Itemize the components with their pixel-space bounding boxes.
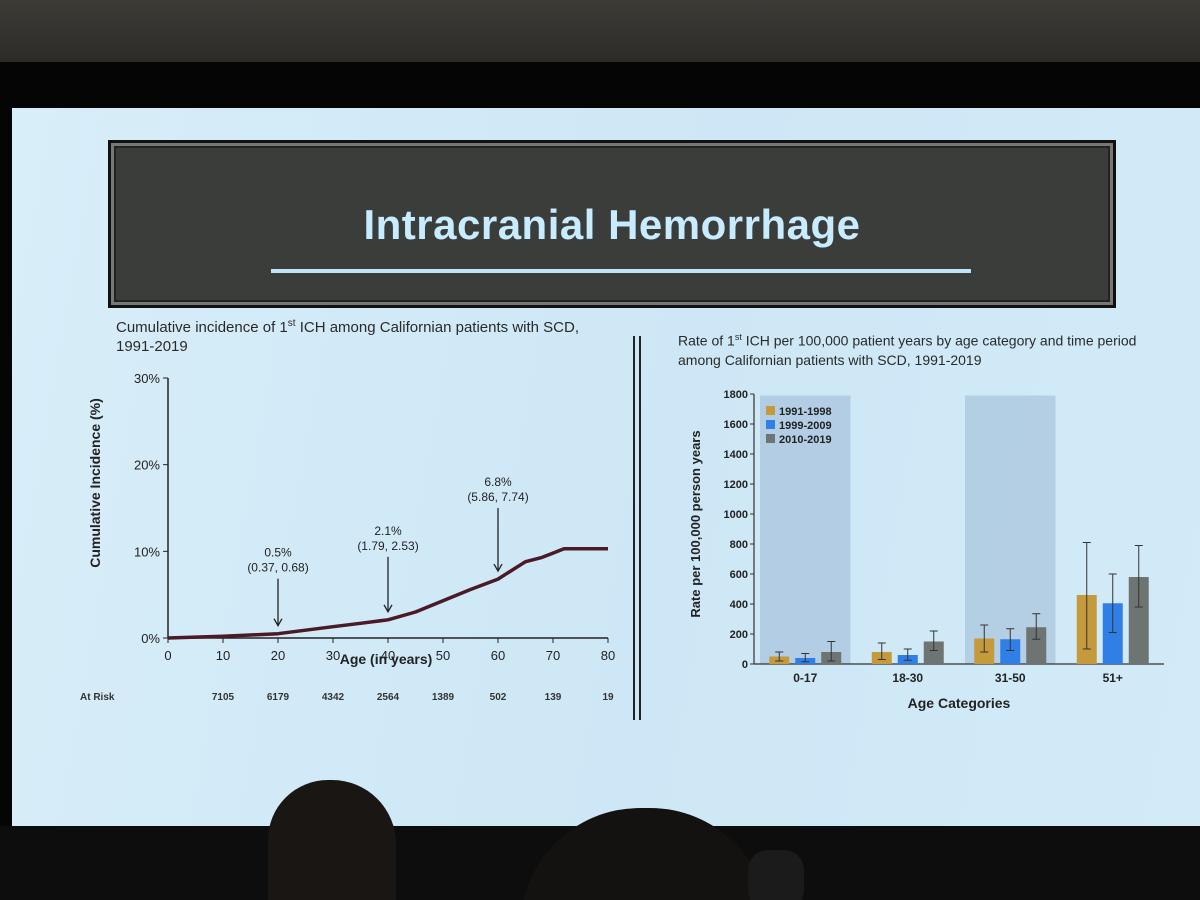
legend-swatch bbox=[766, 420, 775, 429]
presentation-slide: Intracranial Hemorrhage Cumulative incid… bbox=[12, 108, 1200, 826]
x-tick-label: 10 bbox=[216, 648, 230, 663]
bar bbox=[1000, 639, 1021, 664]
bar-category-label: 51+ bbox=[1103, 671, 1123, 685]
x-tick-label: 0 bbox=[164, 648, 171, 663]
x-tick-label: 40 bbox=[381, 648, 395, 663]
x-tick-label: 30 bbox=[326, 648, 340, 663]
at-risk-count: 1389 bbox=[432, 692, 455, 703]
bar-category-label: 31-50 bbox=[995, 671, 1026, 685]
at-risk-count: 139 bbox=[545, 692, 562, 703]
slide-title: Intracranial Hemorrhage bbox=[363, 201, 861, 248]
title-banner: Intracranial Hemorrhage bbox=[108, 140, 1116, 308]
annotation-arrowhead bbox=[273, 618, 283, 627]
left-caption-superscript: st bbox=[287, 318, 296, 329]
y-tick-label: 20% bbox=[134, 458, 160, 473]
right-caption-part-a: Rate of 1 bbox=[678, 332, 735, 349]
annotation-ci: (0.37, 0.68) bbox=[247, 561, 308, 575]
right-caption-part-b: ICH per 100,000 patient years by age cat… bbox=[678, 332, 1137, 368]
panel-divider bbox=[633, 336, 641, 720]
at-risk-count: 19 bbox=[602, 692, 614, 703]
bar bbox=[1026, 627, 1047, 664]
legend-swatch bbox=[766, 406, 775, 415]
bar bbox=[923, 641, 944, 664]
left-caption-part-b: ICH among Californian patients with SCD,… bbox=[116, 319, 580, 355]
bar-y-tick-label: 1000 bbox=[724, 509, 748, 521]
x-tick-label: 50 bbox=[436, 648, 450, 663]
annotation-value: 6.8% bbox=[484, 475, 512, 489]
audience-head bbox=[268, 780, 396, 900]
bar-y-tick-label: 1800 bbox=[724, 389, 748, 401]
at-risk-count: 4342 bbox=[322, 692, 345, 703]
y-tick-label: 30% bbox=[134, 371, 160, 386]
at-risk-count: 7105 bbox=[212, 692, 235, 703]
bar-category-label: 0-17 bbox=[793, 671, 817, 685]
left-chart-caption: Cumulative incidence of 1st ICH among Ca… bbox=[116, 314, 606, 356]
y-tick-label: 0% bbox=[141, 631, 160, 646]
x-tick-label: 60 bbox=[491, 648, 505, 663]
category-shade bbox=[965, 395, 1056, 664]
annotation-value: 2.1% bbox=[374, 524, 402, 538]
at-risk-count: 6179 bbox=[267, 692, 290, 703]
right-chart-caption: Rate of 1st ICH per 100,000 patient year… bbox=[678, 328, 1158, 370]
y-tick-label: 10% bbox=[134, 544, 160, 559]
annotation-value: 0.5% bbox=[264, 546, 292, 560]
x-axis-title: Age (in years) bbox=[340, 651, 433, 667]
legend-swatch bbox=[766, 434, 775, 443]
annotation-arrowhead bbox=[383, 604, 393, 614]
category-shade bbox=[760, 395, 851, 664]
camera-silhouette bbox=[748, 850, 804, 900]
at-risk-count: 502 bbox=[490, 692, 507, 703]
bar-y-tick-label: 200 bbox=[730, 629, 748, 641]
left-caption-part-a: Cumulative incidence of 1 bbox=[116, 319, 288, 336]
bar bbox=[1102, 603, 1123, 664]
at-risk-label: At Risk bbox=[80, 692, 115, 703]
bar-y-tick-label: 1200 bbox=[724, 479, 748, 491]
x-tick-label: 80 bbox=[601, 648, 615, 663]
ceiling-background bbox=[0, 0, 1200, 70]
bar-y-tick-label: 400 bbox=[730, 599, 748, 611]
y-axis-title: Cumulative Incidence (%) bbox=[87, 398, 103, 568]
annotation-ci: (5.86, 7.74) bbox=[467, 490, 528, 504]
bar-y-tick-label: 600 bbox=[730, 569, 748, 581]
bar-category-label: 18-30 bbox=[892, 671, 923, 685]
legend-label: 1999-2009 bbox=[779, 420, 832, 432]
right-caption-superscript: st bbox=[734, 332, 742, 342]
bar-y-tick-label: 1600 bbox=[724, 419, 748, 431]
incidence-curve bbox=[167, 546, 608, 640]
bar-y-tick-label: 1400 bbox=[724, 449, 748, 461]
bar-x-axis-title: Age Categories bbox=[908, 695, 1011, 711]
legend-label: 2010-2019 bbox=[779, 434, 832, 446]
bar-y-tick-label: 800 bbox=[730, 539, 748, 551]
x-tick-label: 20 bbox=[271, 648, 285, 663]
annotation-ci: (1.79, 2.53) bbox=[357, 539, 418, 553]
title-underline bbox=[271, 269, 971, 273]
bar bbox=[1128, 577, 1149, 664]
legend-label: 1991-1998 bbox=[779, 406, 832, 418]
at-risk-count: 2564 bbox=[377, 692, 400, 703]
ich-rate-bar-chart: Rate per 100,000 person years Age Catego… bbox=[688, 389, 1164, 711]
annotation-arrowhead bbox=[493, 563, 503, 573]
bar-y-axis-title: Rate per 100,000 person years bbox=[688, 430, 703, 617]
bar-y-tick-label: 0 bbox=[742, 659, 748, 671]
cumulative-incidence-chart: Cumulative Incidence (%) Age (in years) … bbox=[80, 371, 615, 703]
x-tick-label: 70 bbox=[546, 648, 560, 663]
